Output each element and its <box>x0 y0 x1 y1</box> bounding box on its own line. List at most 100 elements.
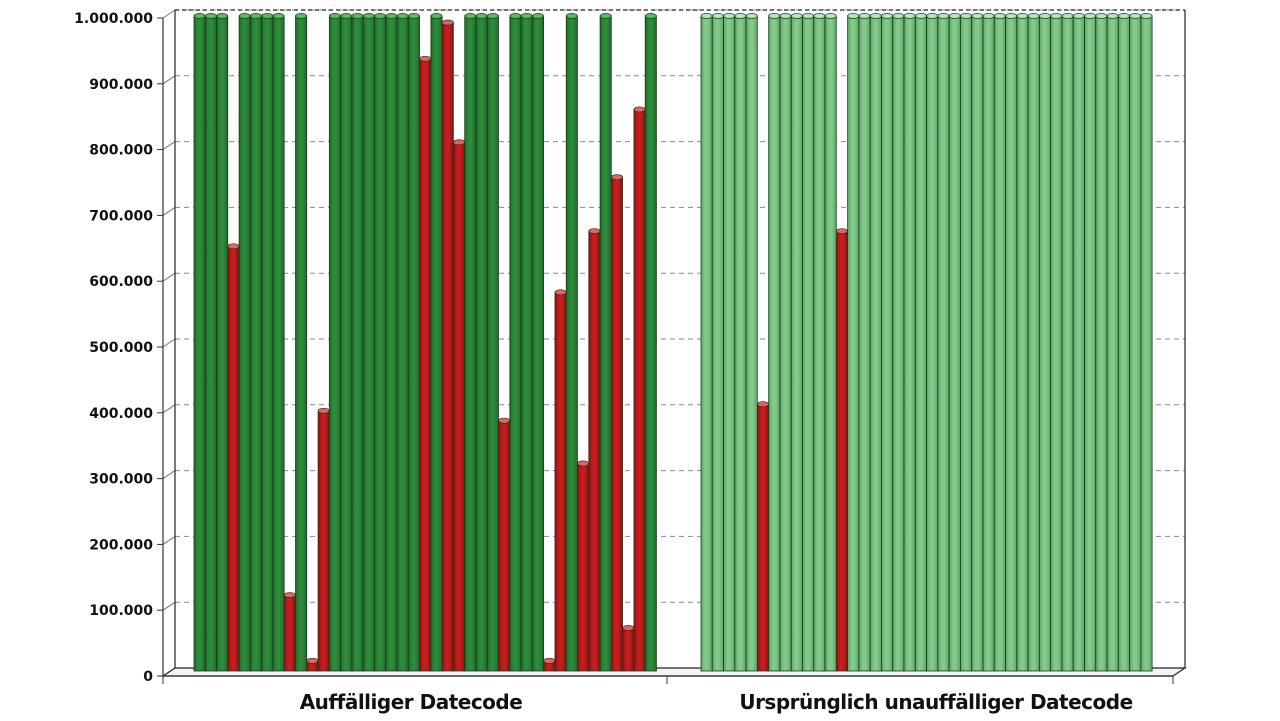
y-tick-label: 600.000 <box>89 274 153 290</box>
y-tick-label: 700.000 <box>89 208 153 224</box>
bar <box>283 592 296 672</box>
bar <box>486 13 499 672</box>
y-tick-label: 800.000 <box>89 143 153 159</box>
bar <box>723 13 736 672</box>
wall-connector <box>162 75 176 85</box>
bar <box>892 13 905 672</box>
bar <box>351 13 364 672</box>
bar <box>441 19 454 672</box>
wall-connector <box>162 470 176 480</box>
bar <box>881 13 894 672</box>
bar <box>565 13 578 672</box>
bar <box>261 13 274 672</box>
bar <box>1084 13 1097 672</box>
bar <box>249 13 262 672</box>
bar <box>204 13 217 672</box>
bar <box>407 13 420 672</box>
bar <box>520 13 533 672</box>
x-category-label-urspruenglich: Ursprünglich unauffälliger Datecode <box>739 690 1133 714</box>
bar <box>734 13 747 672</box>
bar <box>633 106 646 672</box>
bar <box>1140 13 1153 672</box>
bar <box>1050 13 1063 672</box>
bar <box>272 13 285 672</box>
bar <box>362 13 375 672</box>
bar <box>1005 13 1018 672</box>
bar <box>971 13 984 672</box>
bar <box>610 174 623 672</box>
bar <box>745 13 758 672</box>
bar <box>768 13 781 672</box>
bar <box>238 13 251 672</box>
wall-connector <box>162 601 176 611</box>
bar <box>588 228 601 672</box>
bar <box>948 13 961 672</box>
wall-connector <box>162 535 176 545</box>
bar <box>385 13 398 672</box>
y-tick-label: 200.000 <box>89 537 153 553</box>
bar <box>1016 13 1029 672</box>
bar <box>1129 13 1142 672</box>
bar <box>1039 13 1052 672</box>
bar <box>700 13 713 672</box>
wall-connector <box>162 338 176 348</box>
bar <box>340 13 353 672</box>
bar <box>1117 13 1130 672</box>
y-tick-label: 100.000 <box>89 603 153 619</box>
bar <box>813 13 826 672</box>
bar <box>824 13 837 672</box>
bar <box>374 13 387 672</box>
bar <box>419 55 432 672</box>
bar <box>644 13 657 672</box>
bar <box>903 13 916 672</box>
bar <box>328 13 341 672</box>
bar <box>498 417 511 672</box>
bar <box>790 13 803 672</box>
bar <box>757 401 770 672</box>
bar <box>227 243 240 672</box>
wall-connector <box>162 141 176 151</box>
bar <box>317 407 330 672</box>
wall-connector <box>162 404 176 414</box>
bar <box>396 13 409 672</box>
bar <box>869 13 882 672</box>
bar <box>960 13 973 672</box>
bar <box>835 228 848 672</box>
bar <box>554 289 567 672</box>
bar <box>1095 13 1108 672</box>
bar <box>858 13 871 672</box>
y-tick-label: 900.000 <box>89 77 153 93</box>
bar <box>1027 13 1040 672</box>
wall-connector <box>162 206 176 216</box>
wall-connector <box>162 272 176 282</box>
bar <box>982 13 995 672</box>
bar <box>926 13 939 672</box>
bar <box>464 13 477 672</box>
bar <box>216 13 229 672</box>
floor-edge <box>1172 667 1186 677</box>
bar <box>599 13 612 672</box>
x-category-label-auffaelliger: Auffälliger Datecode <box>299 690 523 714</box>
wall-connector <box>162 9 176 19</box>
bar <box>1061 13 1074 672</box>
y-tick-label: 1.000.000 <box>74 11 153 27</box>
bar <box>622 624 635 672</box>
bars <box>193 13 1153 672</box>
bar <box>779 13 792 672</box>
bar <box>193 13 206 672</box>
bar <box>711 13 724 672</box>
bar <box>295 13 308 672</box>
bar <box>937 13 950 672</box>
bar <box>543 657 556 672</box>
bar <box>847 13 860 672</box>
bar <box>509 13 522 672</box>
bar <box>453 139 466 672</box>
y-tick-labels: 0 100.000 200.000 300.000 400.000 500.000 600.… <box>74 11 153 685</box>
y-tick-label: 500.000 <box>89 340 153 356</box>
bar <box>577 460 590 672</box>
bar <box>1106 13 1119 672</box>
bar <box>914 13 927 672</box>
bar <box>1072 13 1085 672</box>
bar <box>802 13 815 672</box>
